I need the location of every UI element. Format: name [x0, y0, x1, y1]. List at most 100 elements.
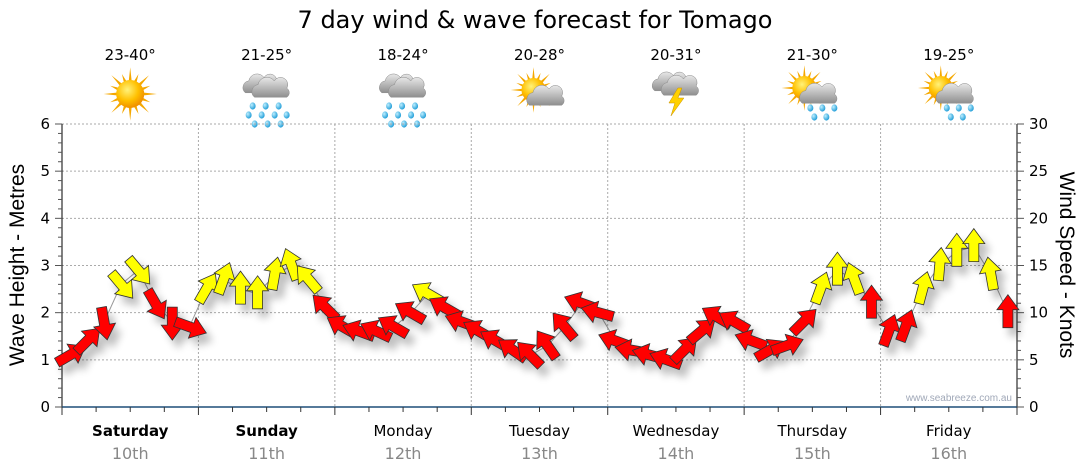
wind-arrow	[107, 269, 134, 299]
date-label: 15th	[794, 444, 831, 463]
rain-drop	[245, 111, 252, 119]
wind-arrow	[394, 301, 428, 326]
rain-drop	[258, 111, 265, 119]
wind-arrow	[842, 262, 865, 296]
temperature-range: 23-40°	[105, 46, 156, 64]
showers-icon	[917, 65, 974, 121]
wind-arrow	[669, 337, 698, 366]
wind-arrow	[788, 308, 817, 337]
rain-drop	[811, 113, 818, 121]
wind-arrow	[810, 271, 833, 306]
rain-drop	[262, 102, 269, 110]
rain-drop	[943, 104, 950, 112]
cloud	[799, 82, 838, 104]
sun-rays	[103, 67, 157, 121]
rain-drop	[408, 111, 415, 119]
wind-arrow	[911, 271, 935, 306]
right-tick-label: 30	[1029, 115, 1048, 133]
rain-drop	[386, 102, 393, 110]
storm-icon	[651, 71, 699, 117]
rain-drop	[412, 102, 419, 110]
wind-arrow	[978, 256, 1003, 292]
sun-disc	[116, 80, 145, 108]
left-tick-label: 4	[40, 209, 50, 227]
wind-arrow	[72, 327, 101, 356]
date-label: 13th	[521, 444, 558, 463]
day-forecast: 21-25°	[241, 46, 292, 128]
wind-arrow	[377, 315, 411, 340]
left-tick-label: 1	[40, 351, 50, 369]
day-forecast: 19-25°	[917, 46, 974, 121]
partly-cloudy-icon	[510, 67, 565, 113]
rain-drop	[947, 113, 954, 121]
sunny-icon	[103, 67, 157, 121]
wind-arrow	[360, 319, 394, 343]
chart-title: 7 day wind & wave forecast for Tomago	[298, 6, 773, 34]
right-tick-label: 20	[1029, 209, 1048, 227]
left-tick-label: 6	[40, 115, 50, 133]
wind-arrow	[945, 232, 969, 267]
day-forecast: 23-40°	[103, 46, 157, 121]
rain-drop	[414, 120, 421, 128]
day-label: Thursday	[776, 422, 847, 440]
rain-drop	[249, 102, 256, 110]
right-tick-label: 25	[1029, 162, 1048, 180]
temperature-range: 18-24°	[378, 46, 429, 64]
wind-arrow	[245, 275, 270, 310]
day-label: Tuesday	[508, 422, 570, 440]
right-tick-label: 10	[1029, 304, 1048, 322]
cloud	[660, 74, 699, 96]
rain-drop	[967, 104, 974, 112]
day-forecast: 21-30°	[781, 46, 838, 121]
rain-drop	[807, 104, 814, 112]
wind-arrow	[142, 287, 167, 320]
cloud	[388, 76, 426, 98]
wind-arrow	[279, 247, 303, 282]
cloud	[251, 76, 290, 98]
left-tick-label: 2	[40, 304, 50, 322]
temperature-range: 20-28°	[514, 46, 565, 64]
rain-drop	[959, 113, 966, 121]
rain-drop	[395, 111, 402, 119]
day-label: Wednesday	[633, 422, 720, 440]
cloud	[526, 84, 565, 106]
wind-arrow	[769, 333, 804, 357]
rain-drop	[283, 111, 290, 119]
left-tick-label: 5	[40, 162, 50, 180]
wind-arrow	[296, 265, 323, 295]
rain-drop	[277, 120, 284, 128]
rain-drop	[955, 104, 962, 112]
wind-arrow	[517, 341, 546, 370]
day-forecast: 18-24°	[378, 46, 429, 128]
rain-drop	[823, 113, 830, 121]
right-tick-label: 15	[1029, 257, 1048, 275]
wind-arrow	[895, 309, 918, 344]
day-label: Saturday	[92, 422, 169, 440]
right-tick-label: 0	[1029, 398, 1039, 416]
day-forecast: 20-28°	[510, 46, 565, 113]
x-axis-labels: Saturday 10th Sunday 11th Monday 12th Tuesday 1…	[92, 422, 972, 463]
daily-forecast-header: 23-40° 21-25° 18-24° 20-28° 20-31° 21-30° 19-2…	[103, 46, 974, 128]
axes: 0 1 2 3 4 5 6 0 5 10 15 20 25 30	[40, 115, 1048, 416]
cloud	[935, 82, 974, 104]
date-label: 16th	[930, 444, 967, 463]
rain-drop	[831, 104, 838, 112]
temperature-range: 20-31°	[650, 46, 701, 64]
wind-arrow	[92, 305, 117, 341]
wind-arrow	[124, 254, 151, 285]
date-label: 10th	[112, 444, 149, 463]
wind-arrow	[928, 246, 952, 282]
wind-arrow	[580, 300, 615, 324]
temperature-range: 19-25°	[923, 46, 974, 64]
day-label: Monday	[373, 422, 432, 440]
wind-arrow	[552, 312, 579, 343]
rain-drop	[382, 111, 389, 119]
temperature-range: 21-30°	[787, 46, 838, 64]
wind-series	[53, 227, 1020, 371]
rain-icon	[379, 73, 427, 128]
left-axis-title: Wave Height - Metres	[6, 164, 29, 366]
wind-arrow	[536, 330, 561, 362]
wind-arrow	[859, 284, 884, 319]
rain-drop	[275, 102, 282, 110]
